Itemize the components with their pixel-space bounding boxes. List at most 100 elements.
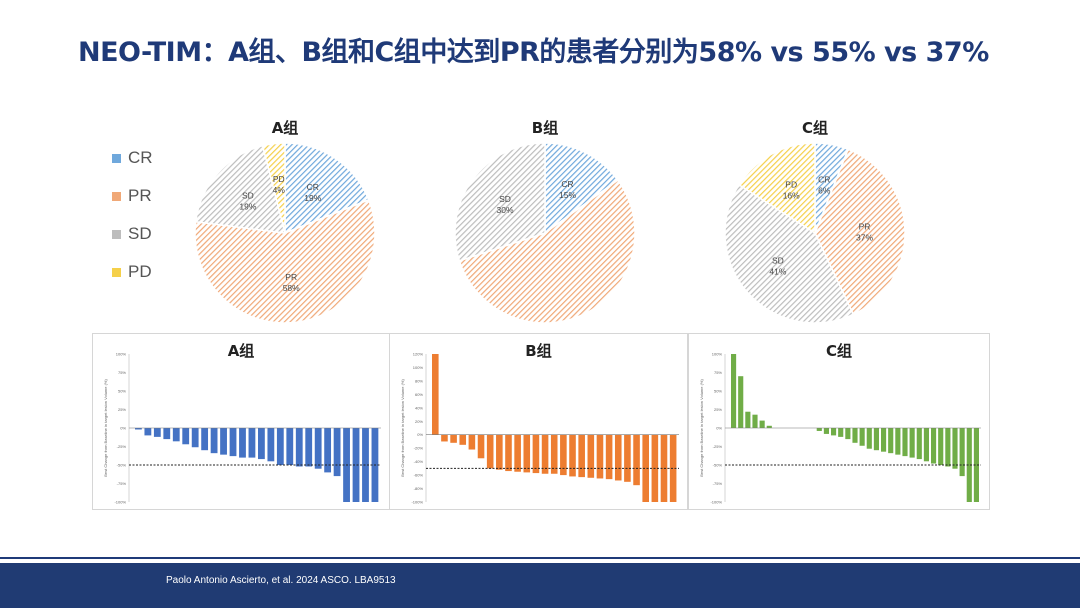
waterfall-bar	[172, 428, 180, 442]
y-axis-label: Best Change from Baseline in target lesi…	[400, 379, 405, 477]
waterfall-bar	[352, 428, 360, 502]
slice-label-value: 19%	[304, 193, 321, 203]
waterfall-bar	[182, 428, 190, 445]
waterfall-bar	[888, 428, 894, 454]
pie-title: B组	[532, 119, 558, 137]
y-tick-label: 75%	[118, 370, 126, 375]
legend-swatch	[112, 191, 121, 201]
waterfall-bar	[624, 434, 631, 482]
slice-label-value: 41%	[769, 267, 786, 277]
y-tick-label: -75%	[713, 481, 723, 486]
waterfall-bar	[239, 428, 246, 458]
waterfall-bar	[745, 411, 751, 428]
waterfall-bar	[766, 425, 772, 428]
waterfall-bar	[838, 428, 844, 437]
legend-label: SD	[128, 224, 152, 243]
waterfall-chart-a: A组 100% 75% 50% 25% 0% -25% -50% -75% -100% Best C…	[103, 342, 381, 505]
waterfall-bar	[258, 428, 265, 460]
slice-label-value: 16%	[783, 191, 800, 201]
slice-label-value: 30%	[496, 205, 513, 215]
waterfall-bar	[286, 428, 294, 465]
y-tick-label: 60%	[415, 392, 423, 397]
waterfall-bar	[229, 428, 237, 457]
slice-label-name: CR	[561, 179, 573, 189]
waterfall-bar	[153, 428, 161, 437]
y-tick-label: 25%	[714, 407, 722, 412]
pie-slice-pr	[194, 198, 376, 324]
waterfall-bar	[163, 428, 171, 440]
waterfall-bar	[909, 428, 915, 458]
waterfall-bar	[895, 428, 901, 455]
legend-swatch	[112, 153, 121, 163]
waterfall-bar	[569, 434, 576, 477]
waterfall-bar	[731, 354, 737, 428]
legend-label: CR	[128, 148, 153, 167]
y-tick-label: -60%	[414, 473, 424, 478]
waterfall-bar	[873, 428, 879, 451]
pie-slice-pd	[737, 142, 816, 235]
waterfall-bar	[759, 420, 765, 428]
pie-slice-sd	[724, 183, 855, 324]
legend-item-sd: SD	[112, 224, 152, 244]
y-tick-label: -50%	[713, 463, 723, 468]
waterfall-bar	[852, 428, 858, 443]
waterfall-panel-a: A组 100% 75% 50% 25% 0% -25% -50% -75% -100% Best C…	[92, 333, 390, 510]
waterfall-bar	[550, 434, 558, 474]
y-tick-label: 20%	[415, 419, 423, 424]
waterfall-title: C组	[826, 342, 852, 360]
legend-swatch	[112, 229, 121, 239]
waterfall-bar	[560, 434, 567, 476]
waterfall-bar	[738, 376, 744, 428]
slice-label-value: 4%	[273, 185, 286, 195]
waterfall-bar	[866, 428, 872, 449]
slice-label-name: SD	[499, 194, 511, 204]
waterfall-chart-c: C组 100% 75% 50% 25% 0% -25% -50% -75% -100% Best C…	[699, 342, 981, 505]
y-tick-label: -25%	[713, 444, 723, 449]
waterfall-bar	[945, 428, 951, 467]
waterfall-bar	[660, 434, 668, 502]
waterfall-bar	[973, 428, 979, 502]
slice-label-name: CR	[307, 182, 319, 192]
waterfall-bar	[220, 428, 227, 455]
y-tick-label: 25%	[118, 407, 126, 412]
waterfall-bar	[816, 428, 822, 431]
waterfall-bar	[633, 434, 640, 486]
slice-label-name: PR	[859, 221, 871, 231]
slice-label-value: 6%	[818, 185, 831, 195]
y-tick-label: 100%	[116, 352, 127, 357]
slice-label-name: CR	[818, 174, 830, 184]
waterfall-bar	[523, 434, 531, 473]
legend-label: PR	[128, 186, 152, 205]
slice-label-name: PD	[785, 180, 797, 190]
waterfall-bar	[902, 428, 908, 457]
y-tick-label: 0%	[417, 432, 423, 437]
waterfall-bar	[614, 434, 622, 481]
y-tick-label: 75%	[714, 370, 722, 375]
slice-label-name: PR	[285, 272, 297, 282]
legend-item-cr: CR	[112, 148, 153, 168]
y-tick-label: 80%	[415, 378, 423, 383]
y-tick-label: -50%	[117, 463, 127, 468]
waterfall-bar	[505, 434, 512, 472]
slice-label-value: 58%	[283, 283, 300, 293]
waterfall-bar	[276, 428, 284, 465]
y-tick-label: -100%	[114, 500, 126, 505]
y-tick-label: 50%	[118, 389, 126, 394]
waterfall-bar	[191, 428, 199, 448]
waterfall-bar	[859, 428, 865, 446]
footer-divider	[0, 557, 1080, 559]
waterfall-bar	[931, 428, 937, 464]
y-tick-label: -100%	[710, 500, 722, 505]
waterfall-bar	[881, 428, 887, 452]
legend-item-pd: PD	[112, 262, 152, 282]
waterfall-bar	[210, 428, 218, 454]
waterfall-bar	[432, 354, 439, 435]
legend-item-pr: PR	[112, 186, 152, 206]
waterfall-bar	[959, 428, 965, 477]
waterfall-bar	[314, 428, 322, 469]
waterfall-bar	[952, 428, 958, 469]
citation-text: Paolo Antonio Ascierto, et al. 2024 ASCO…	[166, 575, 396, 586]
waterfall-bar	[468, 434, 476, 450]
